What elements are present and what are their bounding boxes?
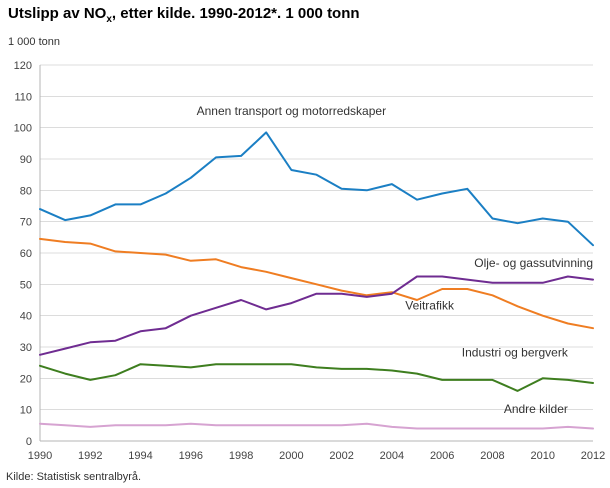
y-tick-label: 80 bbox=[20, 185, 32, 197]
y-tick-label: 70 bbox=[20, 217, 32, 229]
y-tick-label: 40 bbox=[20, 311, 32, 323]
chart-title-suffix: , etter kilde. 1990-2012*. 1 000 tonn bbox=[111, 5, 360, 22]
y-tick-label: 110 bbox=[14, 91, 32, 103]
x-tick-label: 2002 bbox=[329, 450, 353, 462]
series-line-annen-transport-og-motorredskaper bbox=[39, 131, 594, 247]
series-label: Veitrafikk bbox=[405, 298, 455, 312]
series-label: Industri og bergverk bbox=[462, 345, 569, 359]
chart-title: Utslipp av NOx, etter kilde. 1990-2012*.… bbox=[8, 5, 360, 25]
x-tick-label: 1996 bbox=[179, 450, 203, 462]
x-tick-label: 2010 bbox=[530, 450, 554, 462]
series-label: Olje- og gassutvinning bbox=[474, 256, 593, 270]
y-tick-label: 50 bbox=[20, 279, 32, 291]
y-tick-label: 30 bbox=[20, 342, 32, 354]
y-axis-unit-label: 1 000 tonn bbox=[8, 36, 60, 48]
x-tick-label: 1998 bbox=[229, 450, 253, 462]
series-label: Andre kilder bbox=[504, 402, 568, 416]
series-line-andre-kilder bbox=[39, 422, 594, 430]
x-tick-label: 2012 bbox=[581, 450, 605, 462]
y-tick-label: 60 bbox=[20, 248, 32, 260]
line-chart: 0 10 20 30 40 50 60 70 80 90 100 110 120 1990 1992 1994… bbox=[14, 60, 606, 462]
y-tick-label: 10 bbox=[20, 405, 32, 417]
y-tick-label: 20 bbox=[20, 373, 32, 385]
y-tick-label: 90 bbox=[20, 154, 32, 166]
x-tick-label: 2000 bbox=[279, 450, 303, 462]
x-tick-label: 2006 bbox=[430, 450, 454, 462]
source-note: Kilde: Statistisk sentralbyrå. bbox=[6, 471, 142, 483]
y-tick-label: 0 bbox=[26, 436, 32, 448]
chart-title-subscript: x bbox=[106, 14, 112, 25]
x-tick-label: 1992 bbox=[78, 450, 102, 462]
series-line-olje-og-gassutvinning bbox=[39, 275, 594, 356]
series-label: Annen transport og motorredskaper bbox=[197, 104, 386, 118]
x-tick-label: 1994 bbox=[128, 450, 152, 462]
series-line-veitrafikk bbox=[39, 237, 594, 330]
x-tick-label: 2004 bbox=[380, 450, 404, 462]
y-tick-label: 120 bbox=[14, 60, 32, 72]
series-line-industri-og-bergverk bbox=[39, 363, 594, 392]
x-tick-label: 1990 bbox=[28, 450, 52, 462]
y-tick-label: 100 bbox=[14, 123, 32, 135]
chart-title-prefix: Utslipp av NO bbox=[8, 5, 107, 22]
x-tick-label: 2008 bbox=[480, 450, 504, 462]
